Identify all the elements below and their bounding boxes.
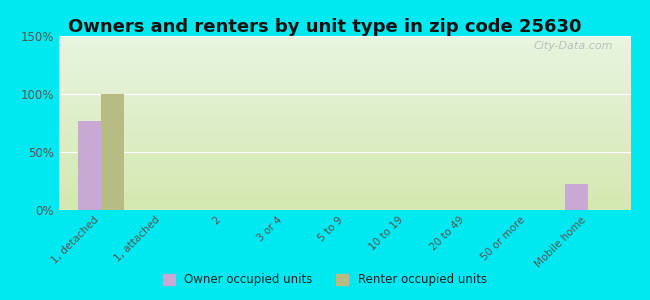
- Legend: Owner occupied units, Renter occupied units: Owner occupied units, Renter occupied un…: [159, 269, 491, 291]
- Text: City-Data.com: City-Data.com: [534, 41, 614, 51]
- Text: Owners and renters by unit type in zip code 25630: Owners and renters by unit type in zip c…: [68, 18, 582, 36]
- Bar: [78, 121, 101, 210]
- Bar: [101, 94, 124, 210]
- Bar: [565, 184, 588, 210]
